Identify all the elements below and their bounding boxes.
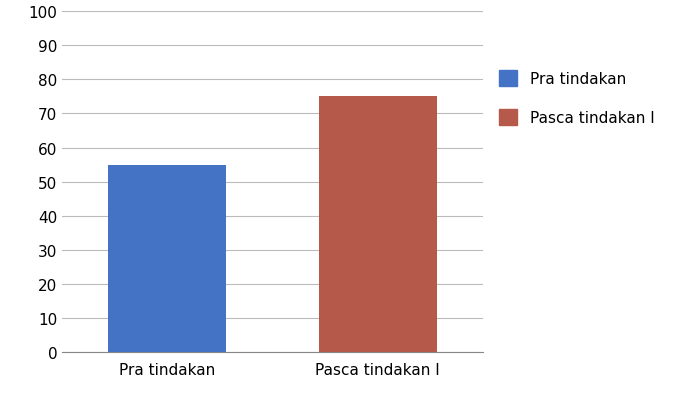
Bar [108, 165, 226, 352]
Bar [319, 97, 437, 352]
Legend: Pra tindakan, Pasca tindakan I: Pra tindakan, Pasca tindakan I [499, 71, 654, 126]
